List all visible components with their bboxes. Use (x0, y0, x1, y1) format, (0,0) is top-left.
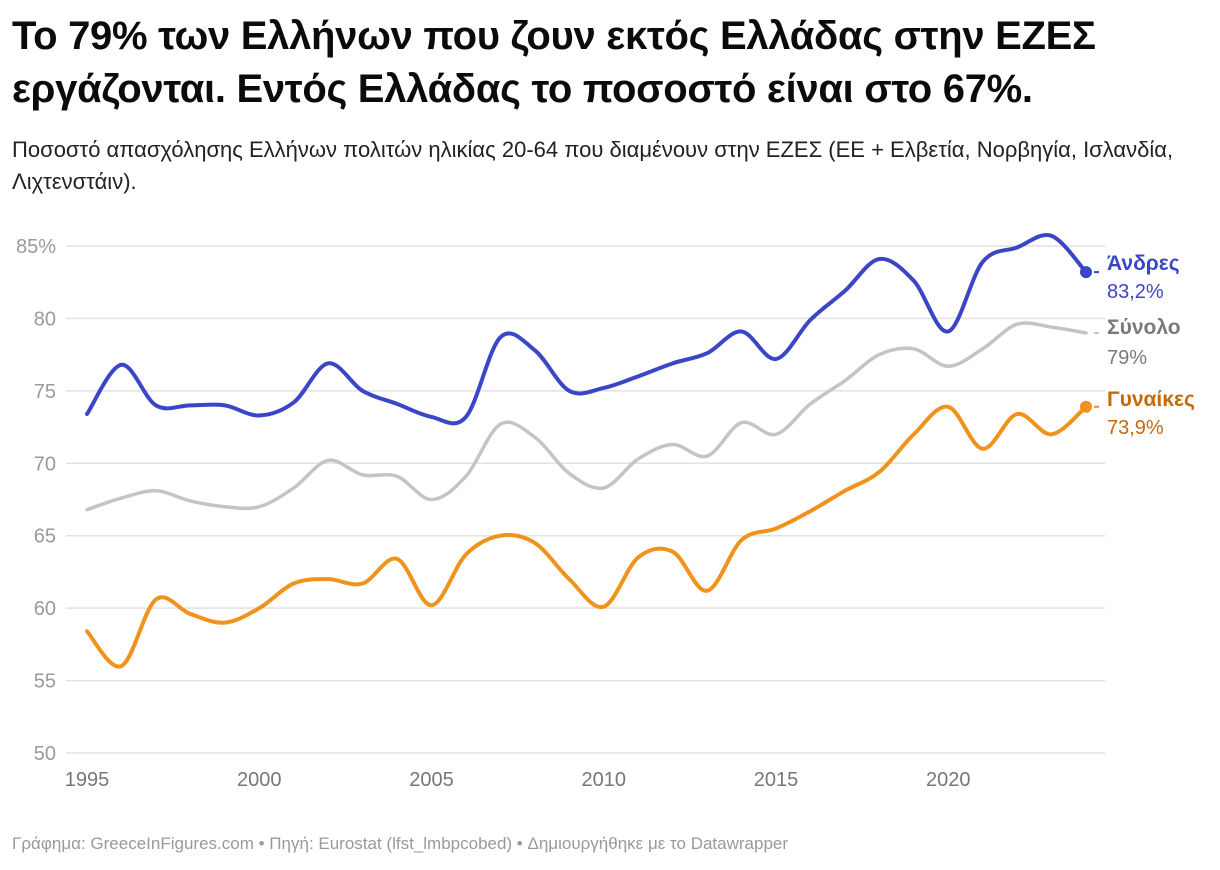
y-tick-label: 55 (34, 671, 56, 693)
gridlines (66, 245, 1105, 754)
x-tick-label: 2020 (926, 769, 971, 791)
chart-subtitle: Ποσοστό απασχόλησης Ελλήνων πολιτών ηλικ… (12, 137, 1174, 194)
y-tick-label: 75 (34, 381, 56, 403)
y-axis-ticks: 50 55 60 65 70 75 80 85% (16, 236, 56, 765)
series-label-name: Γυναίκες (1107, 388, 1195, 411)
series-label-value: 79% (1107, 347, 1147, 369)
series-line-0 (85, 233, 1088, 426)
series-label-value: 73,9% (1107, 417, 1164, 439)
y-tick-label: 65 (34, 526, 56, 548)
series-line-2 (85, 404, 1088, 669)
series-end-marker (1080, 400, 1092, 413)
x-tick-label: 2000 (237, 769, 282, 791)
x-tick-label: 1995 (65, 769, 110, 791)
series-label-name: Άνδρες (1107, 252, 1180, 275)
x-tick-label: 2015 (754, 769, 799, 791)
series-label-value: 83,2% (1107, 281, 1164, 303)
y-tick-label: 85% (16, 236, 56, 258)
chart-title: Το 79% των Ελλήνων που ζουν εκτός Ελλάδα… (12, 14, 1096, 111)
y-tick-label: 80 (34, 308, 56, 330)
x-tick-label: 2010 (581, 769, 626, 791)
chart-footer: Γράφημα: GreeceInFigures.com • Πηγή: Eur… (12, 834, 789, 853)
y-tick-label: 50 (34, 743, 56, 765)
series-lines (85, 233, 1099, 669)
y-tick-label: 70 (34, 453, 56, 475)
series-label-name: Σύνολο (1107, 316, 1181, 339)
y-tick-label: 60 (34, 598, 56, 620)
series-labels: Σύνολο 79% Γυναίκες 73,9% Άνδρες 83,2% (1107, 252, 1195, 439)
series-line-1 (85, 321, 1088, 512)
series-end-marker (1080, 266, 1092, 279)
x-axis-ticks: 1995 2000 2005 2010 2015 2020 (65, 769, 971, 791)
line-chart: 50 55 60 65 70 75 80 85% 1995 2000 2005 2010 2015 20… (16, 233, 1195, 791)
x-tick-label: 2005 (409, 769, 454, 791)
